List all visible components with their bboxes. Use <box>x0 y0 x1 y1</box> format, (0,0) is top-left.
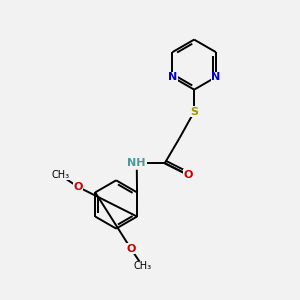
Text: N: N <box>168 72 177 82</box>
Text: N: N <box>211 72 220 82</box>
Text: NH: NH <box>128 158 146 168</box>
Text: O: O <box>126 244 136 254</box>
Text: CH₃: CH₃ <box>134 261 152 271</box>
Text: O: O <box>184 170 193 180</box>
Text: O: O <box>73 182 83 192</box>
Text: S: S <box>190 107 198 117</box>
Text: CH₃: CH₃ <box>51 170 69 180</box>
